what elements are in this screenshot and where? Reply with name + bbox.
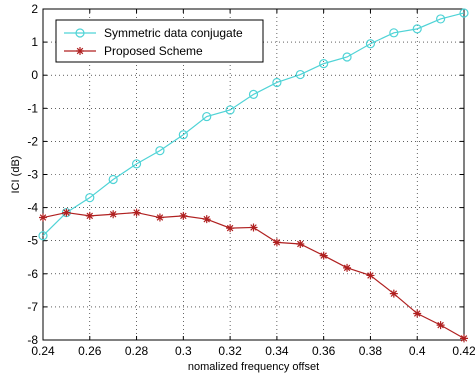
legend-box xyxy=(55,19,264,63)
x-tick-label: 0.3 xyxy=(175,344,192,358)
y-tick-label: -3 xyxy=(27,168,38,182)
data-point xyxy=(296,240,305,249)
y-tick-label: -6 xyxy=(27,267,38,281)
series-line xyxy=(42,12,465,237)
data-point xyxy=(108,174,118,185)
data-point xyxy=(131,159,142,169)
data-point xyxy=(436,321,445,330)
y-tick-label: -8 xyxy=(27,333,38,347)
data-point xyxy=(225,105,235,115)
data-point xyxy=(436,14,446,24)
data-point xyxy=(412,24,422,34)
y-axis-label: ICI (dB) xyxy=(10,156,22,194)
legend-swatch-marker xyxy=(75,28,85,38)
axis-ticks: 0.24 0.26 0.28 0.3 0.32 0.34 0.36 0.38 0.4 0.42 2 1… xyxy=(27,2,475,358)
data-point xyxy=(85,193,95,203)
data-point xyxy=(459,8,469,18)
x-tick-label: 0.24 xyxy=(31,344,55,358)
data-point xyxy=(178,130,188,140)
data-point xyxy=(248,89,259,99)
legend-item: Symmetric data conjugate xyxy=(64,26,243,40)
data-point xyxy=(132,208,141,217)
data-point xyxy=(202,215,211,224)
data-point xyxy=(272,77,282,88)
data-point xyxy=(155,146,165,156)
data-point xyxy=(319,251,328,260)
data-point xyxy=(62,208,71,217)
legend: Symmetric data conjugate Proposed Scheme xyxy=(55,19,264,63)
y-tick-label: 2 xyxy=(31,2,38,16)
data-point xyxy=(226,224,235,233)
y-tick-label: -7 xyxy=(27,300,38,314)
data-point xyxy=(38,231,48,241)
data-point xyxy=(389,28,399,38)
data-point xyxy=(109,210,118,219)
data-point xyxy=(366,271,375,280)
series-layer xyxy=(38,8,469,343)
x-tick-label: 0.26 xyxy=(78,344,102,358)
data-point xyxy=(155,213,164,222)
data-point xyxy=(389,289,398,298)
data-point xyxy=(460,334,468,343)
x-tick-label: 0.28 xyxy=(125,344,149,358)
y-tick-label: -1 xyxy=(27,101,38,115)
data-point xyxy=(413,309,422,318)
legend-item: Proposed Scheme xyxy=(64,44,203,58)
x-tick-label: 0.36 xyxy=(312,344,336,358)
legend-swatch-marker xyxy=(76,47,84,55)
x-axis-label: nomalized frequency offset xyxy=(188,361,319,373)
data-point xyxy=(343,263,352,272)
x-tick-label: 0.42 xyxy=(452,344,475,358)
data-point xyxy=(202,111,212,122)
x-tick-label: 0.34 xyxy=(265,344,289,358)
data-point xyxy=(179,211,188,220)
data-point xyxy=(342,52,352,62)
series-proposed-scheme xyxy=(39,208,468,343)
y-tick-label: -4 xyxy=(27,201,38,215)
y-tick-label: -2 xyxy=(27,134,38,148)
legend-items: Symmetric data conjugate Proposed Scheme xyxy=(64,26,243,58)
data-point xyxy=(272,238,281,247)
data-point xyxy=(365,39,376,49)
data-point xyxy=(39,213,47,222)
data-point xyxy=(295,69,305,80)
x-tick-label: 0.38 xyxy=(359,344,383,358)
legend-label: Symmetric data conjugate xyxy=(104,26,243,40)
x-tick-label: 0.32 xyxy=(218,344,242,358)
y-tick-label: 0 xyxy=(31,68,38,82)
y-tick-label: 1 xyxy=(31,35,38,49)
data-point xyxy=(249,223,258,232)
data-point xyxy=(319,59,329,69)
legend-label: Proposed Scheme xyxy=(104,44,203,58)
data-point xyxy=(85,211,94,220)
y-tick-label: -5 xyxy=(27,234,38,248)
x-tick-label: 0.4 xyxy=(409,344,426,358)
